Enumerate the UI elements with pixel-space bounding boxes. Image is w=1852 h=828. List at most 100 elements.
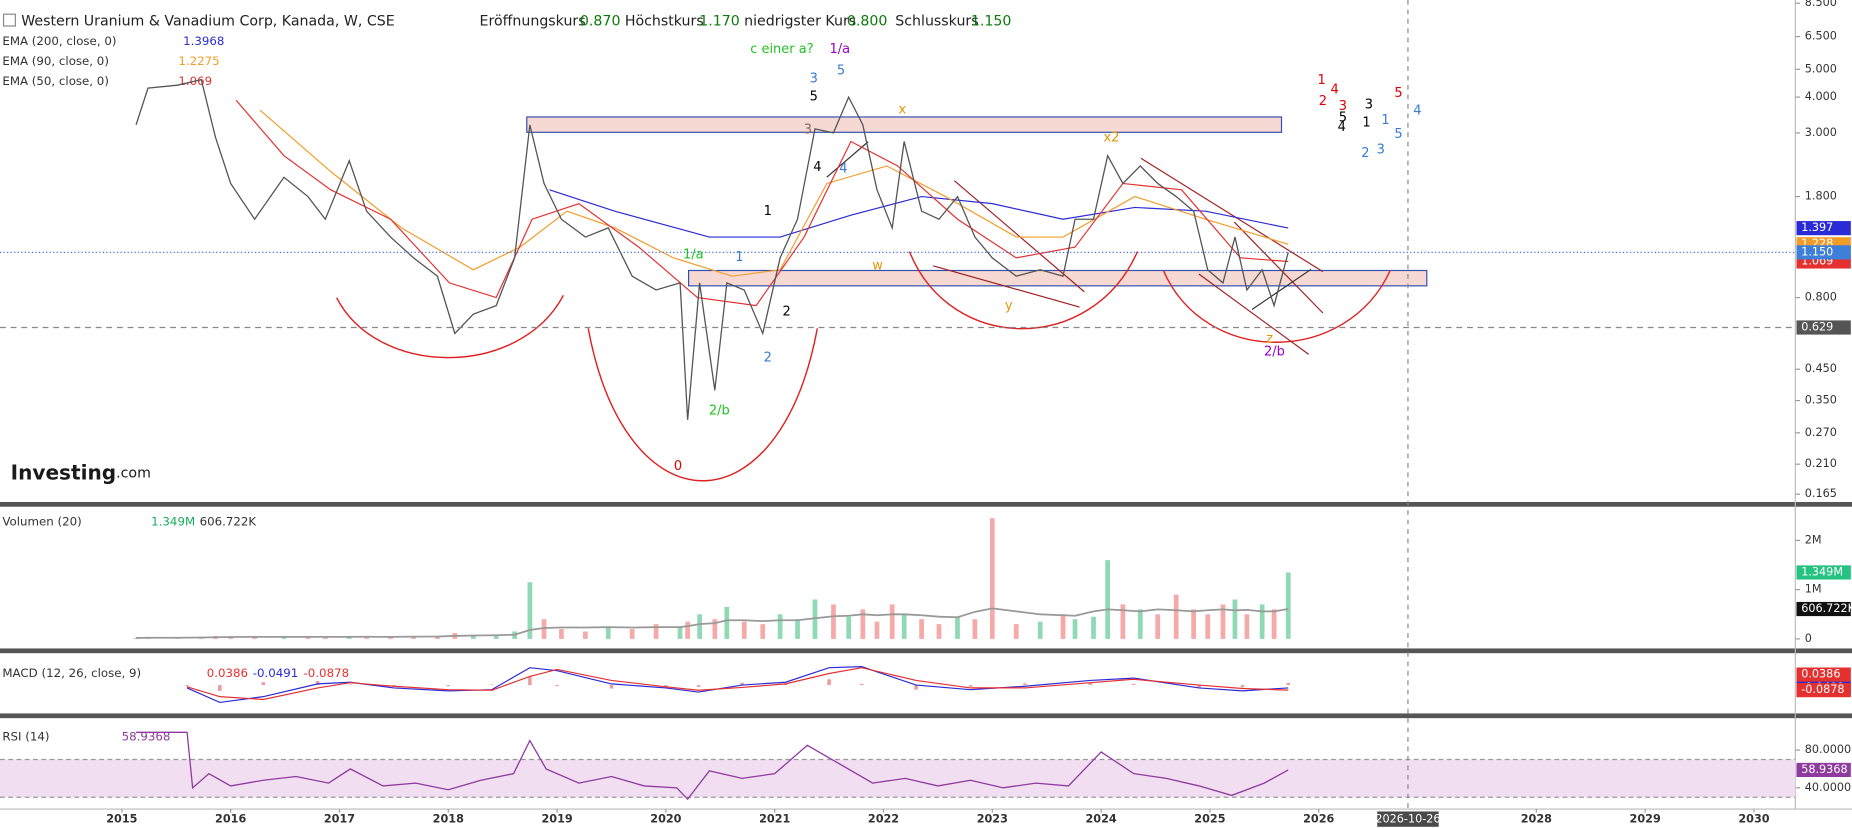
- volume-bar: [1173, 594, 1179, 639]
- x-tick-label: 2018: [433, 813, 464, 826]
- axis-tag-label: 58.9368: [1801, 763, 1847, 776]
- macd-histogram-bar: [664, 685, 668, 687]
- wave-label: 1/a: [683, 248, 704, 263]
- macd-histogram-bar: [1286, 682, 1291, 686]
- price-line: [135, 78, 1289, 420]
- wave-label: 3: [1365, 98, 1373, 113]
- arc: [908, 251, 1139, 330]
- y-tick-label: 40.0000: [1805, 781, 1851, 794]
- ohlc-label: niedrigster Kurs: [744, 13, 856, 29]
- ohlc-value: 1.170: [699, 13, 740, 29]
- x-tick-label: 2026: [1303, 813, 1334, 826]
- volume-bar: [712, 619, 718, 639]
- ohlc-label: Höchstkurs: [625, 13, 704, 29]
- wave-label: x: [899, 102, 907, 117]
- volume-bar: [831, 604, 836, 639]
- legend-value: 1.2275: [178, 54, 219, 68]
- legend-value: 0.0386: [207, 666, 248, 680]
- x-tick-label: 2016: [215, 813, 246, 826]
- crosshair-tag: [1377, 811, 1439, 827]
- macd-histogram-bar: [1131, 683, 1136, 686]
- y-tick-label: 0: [1805, 632, 1812, 645]
- volume-bar: [228, 636, 234, 639]
- legend-value: 1.349M: [151, 515, 195, 529]
- macd-histogram-bar: [914, 685, 918, 690]
- axis-tag-label: 0.629: [1801, 321, 1833, 334]
- axis-tag-label: -0.0878: [1801, 683, 1844, 696]
- macd-histogram-bar: [185, 685, 189, 687]
- y-tick-label: 0.270: [1805, 426, 1837, 439]
- collapse-icon[interactable]: [2, 13, 16, 27]
- volume-bar: [493, 634, 499, 639]
- volume-bar: [697, 614, 702, 639]
- x-tick-label: 2019: [541, 813, 572, 826]
- volume-bar: [860, 609, 866, 639]
- chart-title: Western Uranium & Vanadium Corp, Kanada,…: [21, 13, 394, 29]
- wave-label: 1: [735, 250, 743, 265]
- volume-bar: [322, 637, 328, 639]
- volume-bar: [1137, 609, 1143, 639]
- y-tick-label: 0.350: [1805, 394, 1837, 407]
- indicator-line: [259, 109, 1289, 277]
- wave-label: 2: [764, 350, 772, 365]
- x-tick-label: 2025: [1194, 813, 1225, 826]
- wave-label: 1: [1381, 113, 1389, 128]
- trend-line: [1251, 268, 1312, 310]
- volume-bar: [559, 629, 564, 639]
- trend-line: [1198, 273, 1310, 355]
- indicator-line: [549, 189, 1289, 238]
- trend-line: [826, 141, 869, 178]
- axis-tag-label: 1.150: [1801, 245, 1833, 258]
- trend-line: [1233, 221, 1324, 314]
- wave-label: 4: [1338, 120, 1346, 135]
- panel-separator: [0, 713, 1852, 719]
- macd-histogram-bar: [490, 684, 494, 686]
- wave-label: 4: [839, 161, 847, 176]
- zone-box: [688, 269, 1428, 287]
- wave-label: 0: [674, 459, 682, 474]
- wave-label: 5: [1394, 86, 1402, 101]
- volume-bar: [1013, 624, 1019, 639]
- volume-bar: [541, 619, 547, 639]
- volume-bar: [955, 616, 960, 639]
- legend-value: -0.0491: [253, 666, 299, 680]
- volume-bar: [1120, 604, 1126, 639]
- axis-tag: [1796, 320, 1851, 335]
- y-tick-label: 80.0000: [1805, 743, 1851, 756]
- volume-bar: [889, 604, 895, 639]
- axis-tag: [1796, 221, 1851, 236]
- x-tick-label: 2015: [106, 813, 137, 826]
- volume-bar: [1271, 609, 1277, 639]
- arc: [587, 328, 819, 482]
- macd-histogram-bar: [1023, 683, 1027, 686]
- price-line: [136, 731, 1289, 801]
- volume-bar: [677, 626, 683, 639]
- x-tick-label: 2029: [1630, 813, 1661, 826]
- macd-histogram-bar: [859, 683, 864, 686]
- volume-bar: [760, 624, 766, 639]
- wave-label: 3: [1339, 99, 1347, 114]
- volume-bar: [1244, 614, 1250, 639]
- axis-tag: [1796, 762, 1851, 778]
- axis-tag: [1796, 683, 1851, 698]
- x-tick-label: 2020: [650, 813, 681, 826]
- logo-main: Investing: [11, 460, 117, 484]
- ohlc-value: 0.870: [580, 13, 621, 29]
- ohlc-label: Schlusskurs: [895, 13, 978, 29]
- panel-title: RSI (14): [2, 730, 49, 744]
- ohlc-value: 1.150: [971, 13, 1012, 29]
- panel-title: MACD (12, 26, close, 9): [2, 666, 141, 680]
- y-tick-label: 0.800: [1805, 291, 1837, 304]
- panel-separator: [0, 501, 1852, 507]
- volume-bar: [685, 621, 691, 639]
- macd-histogram-bar: [740, 682, 744, 686]
- indicator-line: [235, 99, 1289, 307]
- legend-entry: EMA (200, close, 0): [2, 34, 116, 48]
- volume-bar: [1037, 621, 1043, 639]
- macd-histogram-bar: [446, 685, 451, 687]
- panel-separator: [0, 648, 1852, 654]
- volume-bar: [470, 634, 476, 639]
- macd-histogram-bar: [348, 684, 353, 686]
- volume-bar: [583, 631, 588, 639]
